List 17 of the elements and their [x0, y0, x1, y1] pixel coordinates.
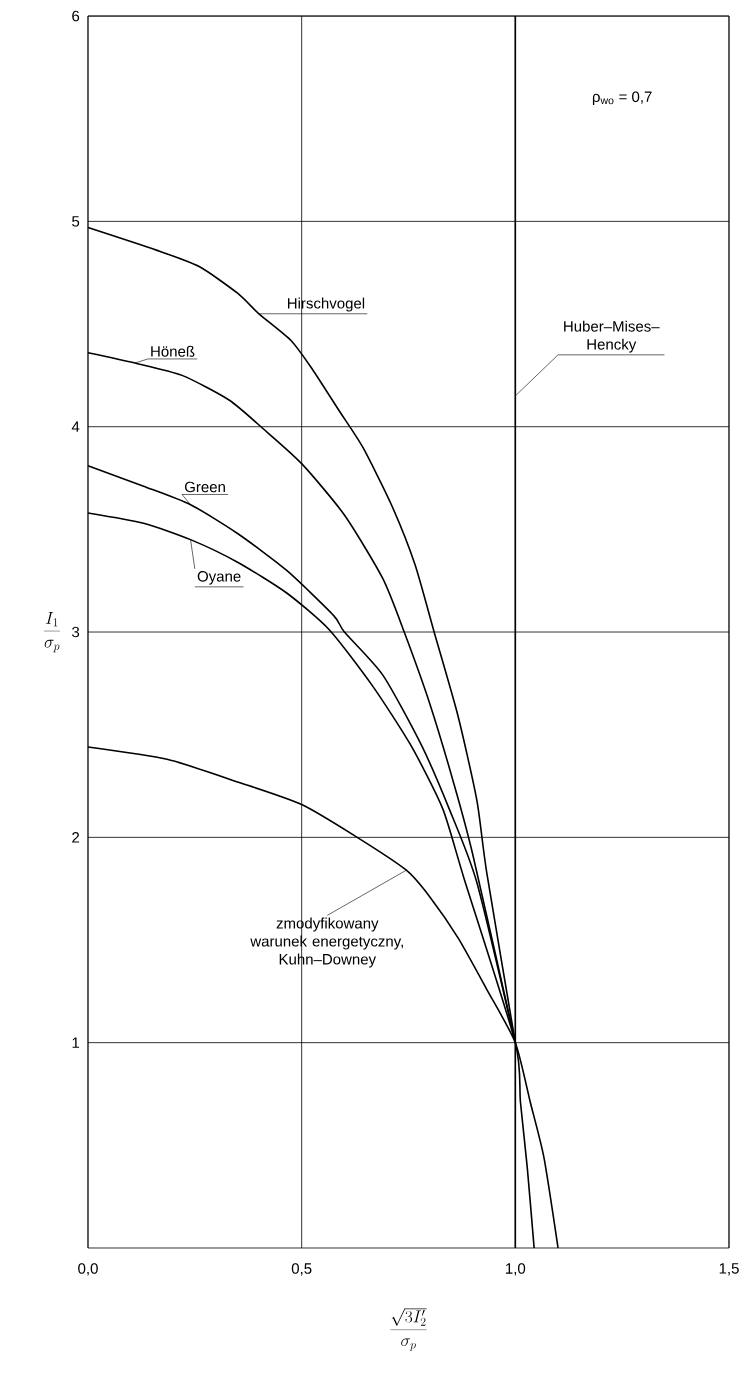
x-tick-label: 1,5	[719, 1263, 739, 1276]
y-tick-label: 2	[72, 832, 80, 843]
legend-label: Oyane	[197, 571, 241, 585]
y-tick-label: 3	[72, 626, 80, 638]
x-tick-label: 0,0	[78, 1263, 98, 1276]
y-tick-label: 1	[72, 1037, 80, 1048]
series-label: Höneß	[151, 345, 195, 357]
series-label: Green	[184, 481, 225, 493]
annotation: ρ$_{wo}$ = 0,7	[592, 91, 652, 105]
y-tick-label: 5	[72, 216, 80, 227]
y-tick-label: 4	[71, 421, 80, 432]
text: Huber–Mises–Hencky	[564, 320, 660, 353]
x-axis-title: $\frac{\sqrt{3I_2'}}{\sigma_p}$	[390, 1308, 427, 1351]
y-axis-title: $\frac{I_1}{\sigma_p}$	[44, 611, 61, 653]
x-tick-label: 1,0	[506, 1263, 526, 1276]
y-tick-label: 6	[72, 10, 80, 22]
x-tick-label: 0,5	[291, 1263, 312, 1276]
